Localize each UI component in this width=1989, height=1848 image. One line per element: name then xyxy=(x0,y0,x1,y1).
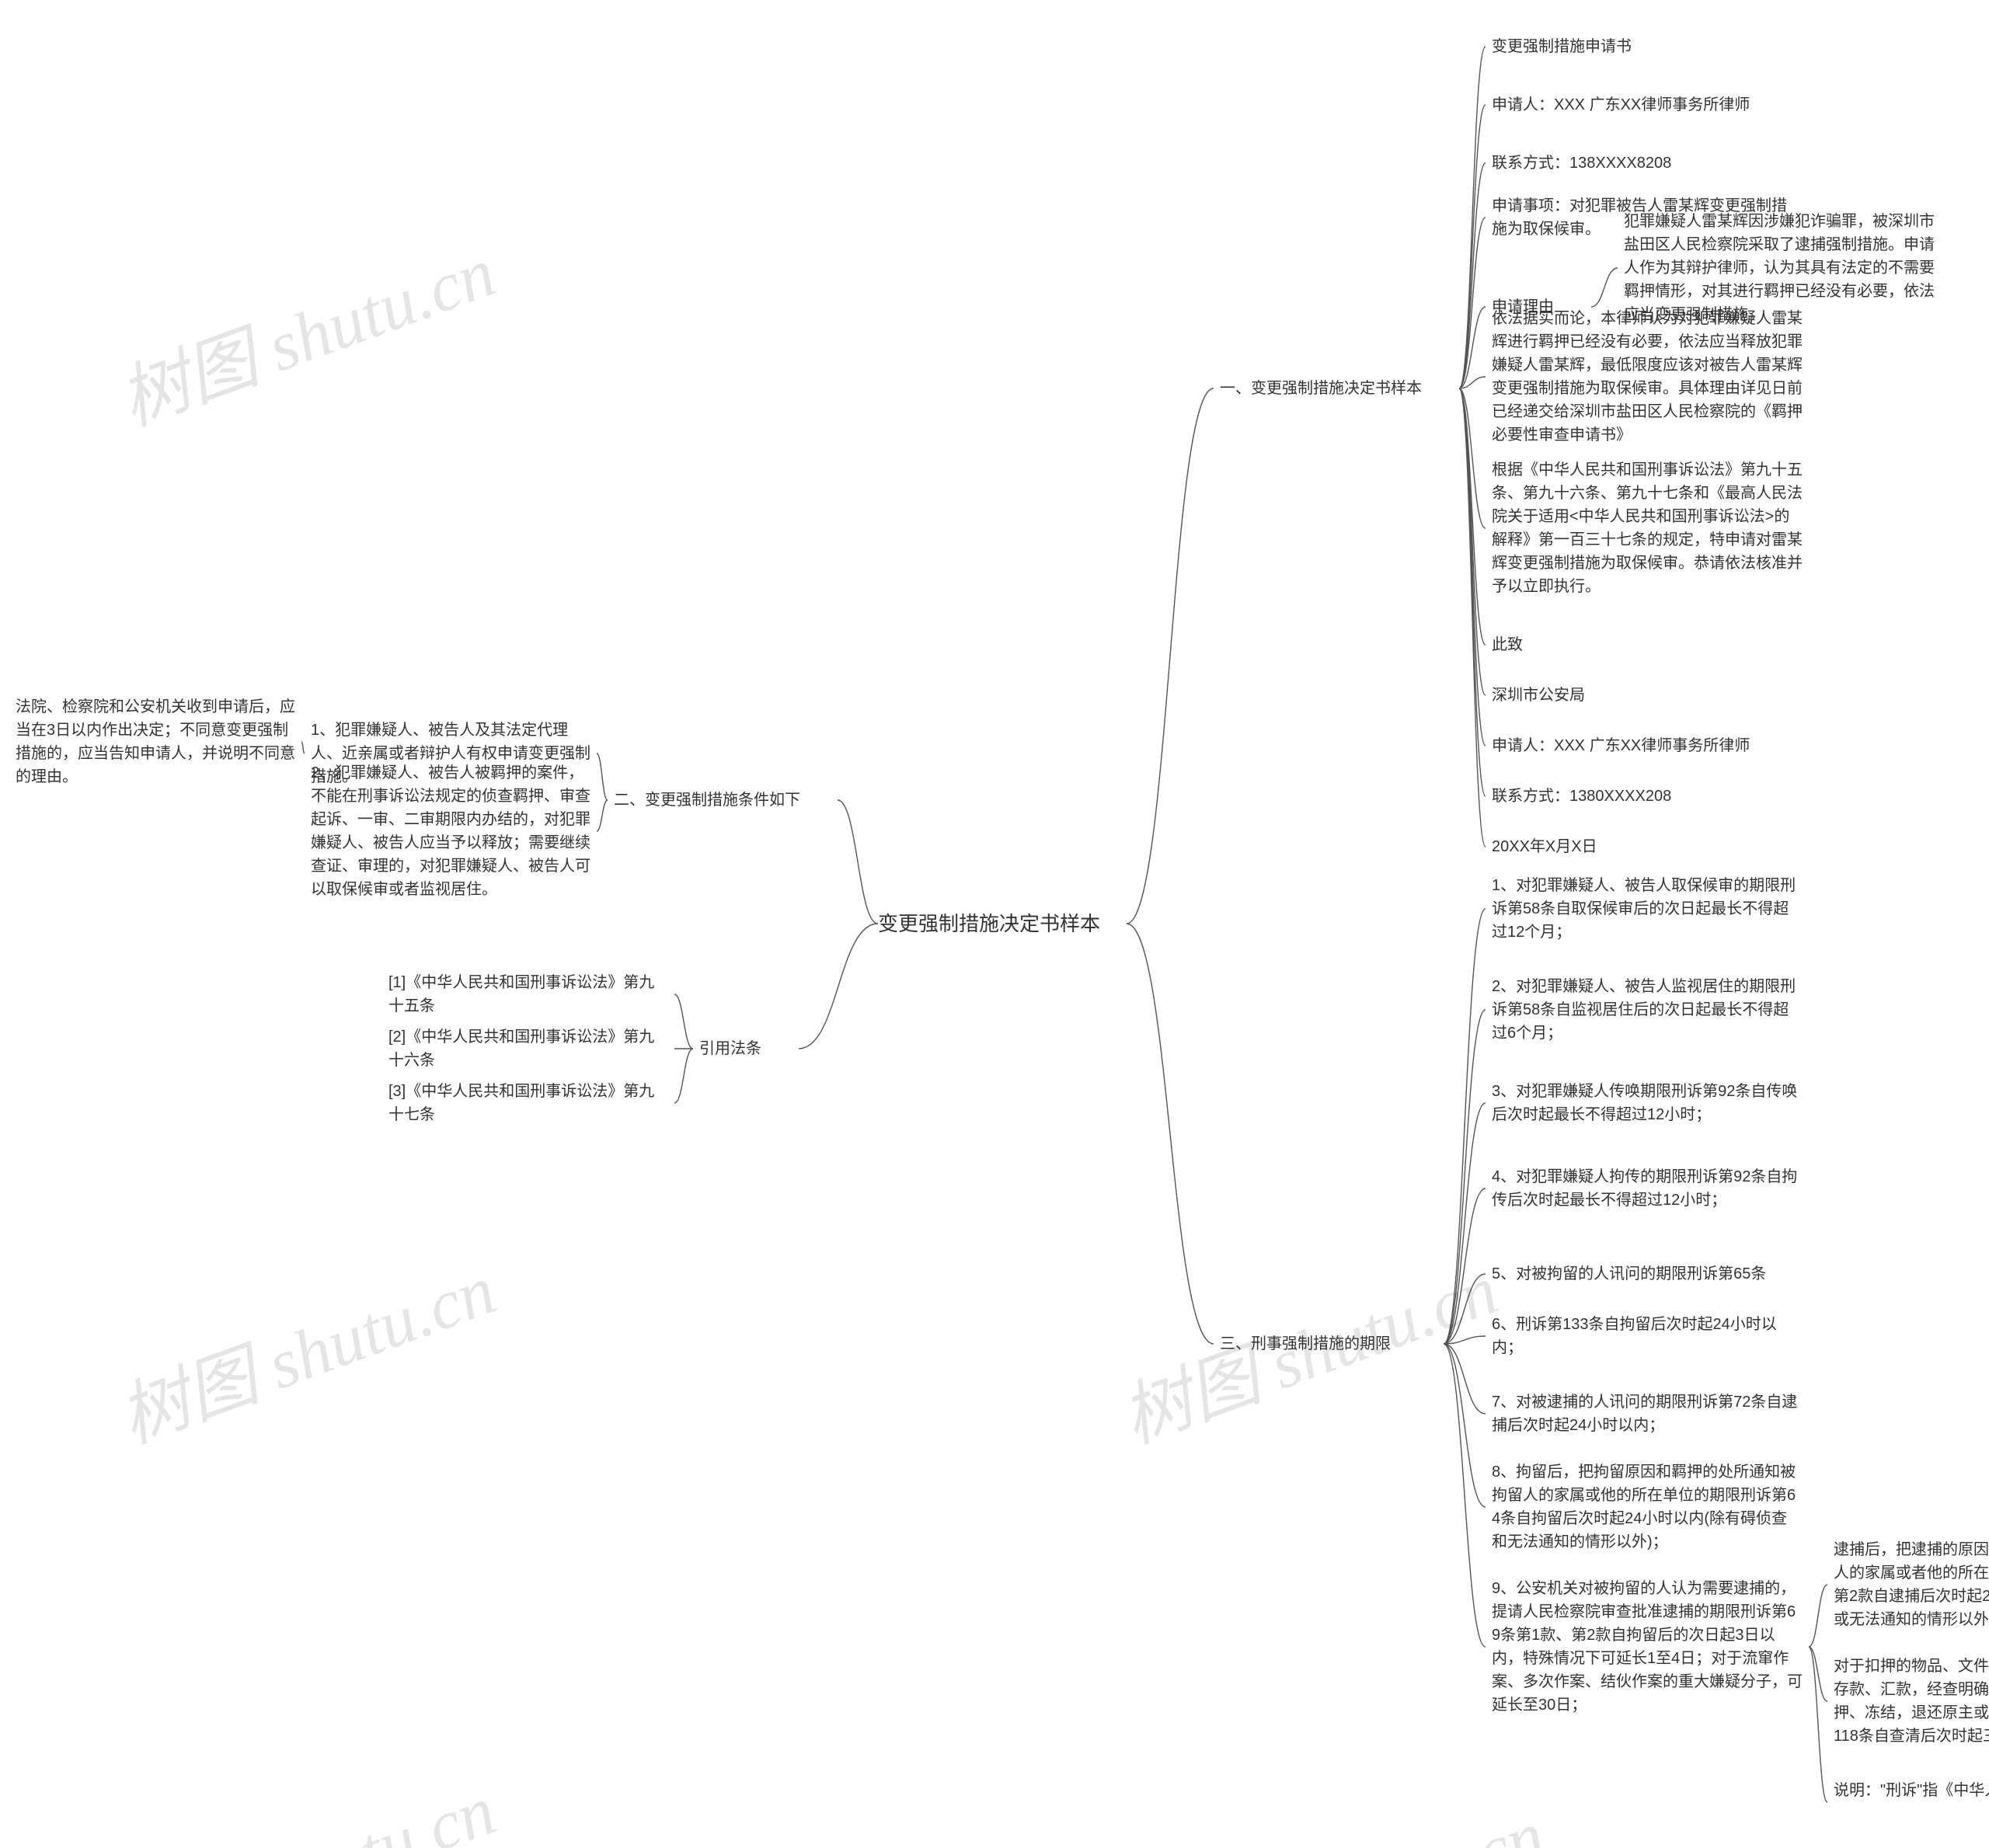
s3_9: 9、公安机关对被拘留的人认为需要逮捕的，提请人民检察院审查批准逮捕的期限刑诉第6… xyxy=(1492,1577,1803,1717)
c3: [3]《中华人民共和国刑事诉讼法》第九十七条 xyxy=(388,1080,668,1126)
s1_1: 变更强制措施申请书 xyxy=(1492,35,1787,58)
s1_6: 依法据实而论，本律师认为对犯罪嫌疑人雷某辉进行羁押已经没有必要，依法应当释放犯罪… xyxy=(1492,307,1803,447)
s3_3: 3、对犯罪嫌疑人传唤期限刑诉第92条自传唤后次时起最长不得超过12小时； xyxy=(1492,1080,1803,1126)
s2_1_1: 法院、检察院和公安机关收到申请后，应当在3日以内作出决定；不同意变更强制措施的，… xyxy=(16,695,295,788)
s3_8: 8、拘留后，把拘留原因和羁押的处所通知被拘留人的家属或他的所在单位的期限刑诉第6… xyxy=(1492,1460,1803,1554)
s3_9_2: 对于扣押的物品、文件、邮件、电报或者冻结的存款、汇款，经查明确实与案件无关的解除… xyxy=(1834,1655,1989,1748)
c1: [1]《中华人民共和国刑事诉讼法》第九十五条 xyxy=(388,971,668,1018)
watermark-4: shutu.cn xyxy=(1307,1795,1555,1848)
c2: [2]《中华人民共和国刑事诉讼法》第九十六条 xyxy=(388,1025,668,1072)
s2_2: 2、犯罪嫌疑人、被告人被羁押的案件，不能在刑事诉讼法规定的侦查羁押、审查起诉、一… xyxy=(311,761,590,901)
s1_9: 深圳市公安局 xyxy=(1492,684,1787,707)
s3_6: 6、刑诉第133条自拘留后次时起24小时以内； xyxy=(1492,1313,1803,1359)
s3_7: 7、对被逮捕的人讯问的期限刑诉第72条自逮捕后次时起24小时以内； xyxy=(1492,1390,1803,1437)
section2: 二、变更强制措施条件如下 xyxy=(614,788,831,812)
s1_8: 此致 xyxy=(1492,633,1787,656)
watermark-3: 树图 shutu.cn xyxy=(103,1754,507,1848)
s3_9_3: 说明："刑诉"指《中华人民共和国刑事诉讼法》 xyxy=(1834,1779,1989,1802)
s3_1: 1、对犯罪嫌疑人、被告人取保候审的期限刑诉第58条自取保候审后的次日起最长不得超… xyxy=(1492,874,1803,944)
section1: 一、变更强制措施决定书样本 xyxy=(1220,377,1453,400)
s1_3: 联系方式：138XXXX8208 xyxy=(1492,151,1787,175)
s1_11: 联系方式：1380XXXX208 xyxy=(1492,785,1787,808)
watermark-0: 树图 shutu.cn xyxy=(103,216,507,445)
s3_4: 4、对犯罪嫌疑人拘传的期限刑诉第92条自拘传后次时起最长不得超过12小时； xyxy=(1492,1165,1803,1212)
section3: 三、刑事强制措施的期限 xyxy=(1220,1332,1437,1356)
s3_9_1: 逮捕后，把逮捕的原因和羁押的处所，通知逮捕人的家属或者他的所在单位的期限刑诉第7… xyxy=(1834,1538,1989,1631)
s1_7: 根据《中华人民共和国刑事诉讼法》第九十五条、第九十六条、第九十七条和《最高人民法… xyxy=(1492,458,1803,598)
s1_2: 申请人：XXX 广东XX律师事务所律师 xyxy=(1492,93,1787,117)
s1_10: 申请人：XXX 广东XX律师事务所律师 xyxy=(1492,734,1787,757)
watermark-1: 树图 shutu.cn xyxy=(103,1234,507,1463)
s3_2: 2、对犯罪嫌疑人、被告人监视居住的期限刑诉第58条自监视居住后的次日起最长不得超… xyxy=(1492,975,1803,1045)
s3_5: 5、对被拘留的人讯问的期限刑诉第65条 xyxy=(1492,1262,1803,1286)
root: 变更强制措施决定书样本 xyxy=(878,909,1127,939)
s1_12: 20XX年X月X日 xyxy=(1492,835,1787,858)
citations: 引用法条 xyxy=(699,1037,792,1060)
